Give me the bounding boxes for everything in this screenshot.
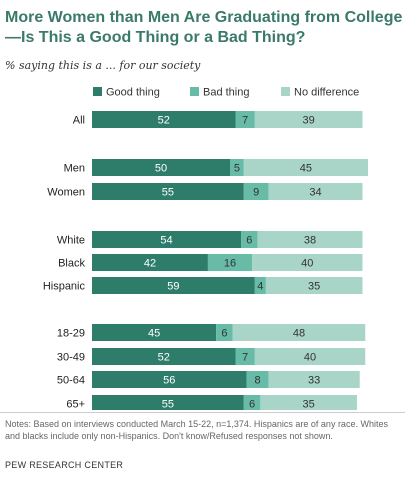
data-label: 45 bbox=[300, 163, 312, 175]
bar-segment bbox=[257, 231, 363, 248]
data-label: 55 bbox=[162, 187, 174, 199]
bar-segment bbox=[92, 183, 244, 200]
chart-title: More Women than Men Are Graduating from … bbox=[5, 9, 403, 46]
data-label: 8 bbox=[255, 375, 261, 387]
data-label: 5 bbox=[234, 163, 240, 175]
data-label: 6 bbox=[221, 328, 227, 340]
data-label: 35 bbox=[303, 399, 315, 411]
data-label: 42 bbox=[144, 258, 156, 270]
data-label: 39 bbox=[303, 115, 315, 127]
bar-segment bbox=[92, 324, 217, 341]
bar-segment bbox=[243, 395, 261, 410]
bar-segment bbox=[268, 371, 360, 388]
bar-segment bbox=[254, 348, 366, 365]
bar-segment bbox=[241, 231, 258, 248]
legend-swatch-1 bbox=[190, 87, 199, 96]
data-label: 52 bbox=[158, 352, 170, 364]
data-label: 40 bbox=[304, 352, 316, 364]
bar-segment bbox=[232, 324, 366, 341]
category-label: 18-29 bbox=[57, 328, 85, 340]
bar-segment bbox=[235, 111, 255, 128]
bar-segment bbox=[92, 111, 236, 128]
legend-swatch-0 bbox=[93, 87, 102, 96]
bar-segment bbox=[254, 277, 266, 294]
data-label: 52 bbox=[158, 115, 170, 127]
stacked-bar-chart: Good thing Bad thing No difference All 52 7 39… bbox=[43, 87, 368, 411]
data-label: 56 bbox=[163, 375, 175, 387]
bar-segment bbox=[235, 348, 255, 365]
category-label: 65+ bbox=[66, 399, 85, 411]
chart-notes: Notes: Based on interviews conducted Mar… bbox=[5, 419, 388, 441]
data-label: 6 bbox=[246, 235, 252, 247]
data-label: 34 bbox=[309, 187, 321, 199]
bar-segment bbox=[265, 277, 363, 294]
data-label: 16 bbox=[224, 258, 236, 270]
data-label: 48 bbox=[293, 328, 305, 340]
bar-segment bbox=[92, 231, 242, 248]
bar-segment bbox=[246, 371, 269, 388]
legend-swatch-2 bbox=[281, 87, 290, 96]
bar-segment bbox=[92, 371, 247, 388]
data-label: 55 bbox=[162, 399, 174, 411]
bar-segment bbox=[92, 348, 236, 365]
data-label: 45 bbox=[148, 328, 160, 340]
data-label: 6 bbox=[249, 399, 255, 411]
bar-segment bbox=[268, 183, 363, 200]
data-label: 35 bbox=[308, 281, 320, 293]
data-label: 38 bbox=[304, 235, 316, 247]
category-label: Hispanic bbox=[43, 281, 86, 293]
bar-segment bbox=[230, 159, 244, 176]
category-label: Women bbox=[47, 187, 85, 199]
bar-segment bbox=[243, 159, 368, 176]
bar-segment bbox=[92, 159, 230, 176]
category-label: 30-49 bbox=[57, 352, 85, 364]
category-label: All bbox=[73, 115, 85, 127]
chart-source: PEW RESEARCH CENTER bbox=[5, 460, 124, 470]
data-label: 7 bbox=[242, 115, 248, 127]
bar-segment bbox=[260, 395, 357, 410]
data-label: 33 bbox=[308, 375, 320, 387]
chart-subtitle: % saying this is a ... for our society bbox=[5, 59, 201, 72]
data-label: 9 bbox=[253, 187, 259, 199]
bar-segment bbox=[92, 277, 255, 294]
data-label: 50 bbox=[155, 163, 167, 175]
bar-segment bbox=[92, 254, 208, 271]
bar-segment bbox=[252, 254, 363, 271]
bar-segment bbox=[216, 324, 233, 341]
bar-segment bbox=[92, 395, 244, 410]
category-label: Black bbox=[58, 258, 85, 270]
legend-label-2: No difference bbox=[294, 87, 359, 99]
data-label: 4 bbox=[257, 281, 263, 293]
bar-segment bbox=[254, 111, 363, 128]
data-label: 59 bbox=[167, 281, 179, 293]
notes-divider bbox=[0, 412, 405, 413]
category-label: 50-64 bbox=[57, 375, 85, 387]
data-label: 54 bbox=[160, 235, 172, 247]
bar-segment bbox=[207, 254, 253, 271]
data-label: 7 bbox=[242, 352, 248, 364]
category-label: White bbox=[57, 235, 85, 247]
bar-segment bbox=[243, 183, 269, 200]
legend-label-1: Bad thing bbox=[203, 87, 249, 99]
category-label: Men bbox=[64, 163, 85, 175]
data-label: 40 bbox=[301, 258, 313, 270]
legend-label-0: Good thing bbox=[106, 87, 160, 99]
